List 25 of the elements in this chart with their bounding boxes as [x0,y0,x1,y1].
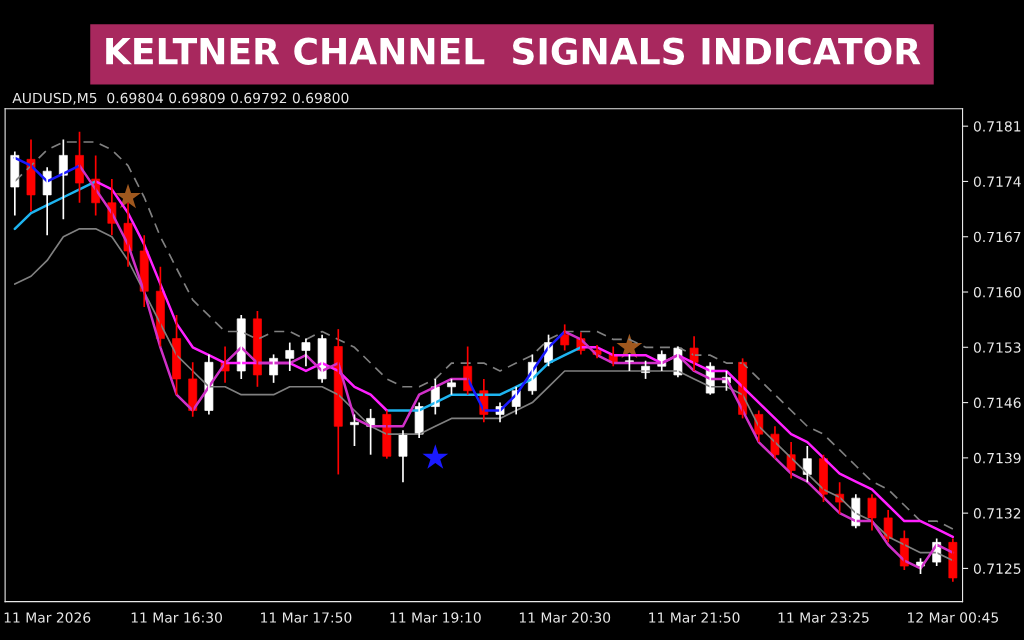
x-tick-label: 11 Mar 16:30 [131,612,222,623]
y-tick-label: 0.7132 [973,508,1021,519]
x-tick-label: 11 Mar 21:50 [649,612,740,623]
y-tick-label: 0.7160 [973,286,1021,298]
point [422,444,449,469]
x-tick-label: 11 Mar 23:25 [778,612,869,623]
text: AUDUSD,M5 0.69804 0.69809 0.69792 0.69800 [12,92,349,105]
candlestick [350,413,359,447]
x-tick-label: 11 Mar 2026 [4,612,91,623]
x-tick-label: 12 Mar 00:45 [908,612,999,623]
y-tick-label: 0.7167 [973,231,1021,243]
y-tick-label: 0.7139 [973,452,1021,464]
y-tick-label: 0.7174 [973,176,1021,187]
candlestick [301,337,311,368]
point [616,333,643,359]
y-tick-label: 0.7125 [973,563,1021,574]
y-tick-label: 0.7153 [973,342,1021,353]
x-tick-label: 11 Mar 17:50 [261,612,352,623]
candlestick [867,493,877,532]
point [115,183,141,209]
y-tick-label: 0.7146 [973,397,1021,409]
y-tick-label: 0.7181 [973,121,1021,132]
chart-title: KELTNER CHANNEL SIGNALS INDICATOR [106,37,921,65]
x-tick-label: 11 Mar 19:10 [390,612,481,623]
x-tick-label: 11 Mar 20:30 [519,612,611,623]
